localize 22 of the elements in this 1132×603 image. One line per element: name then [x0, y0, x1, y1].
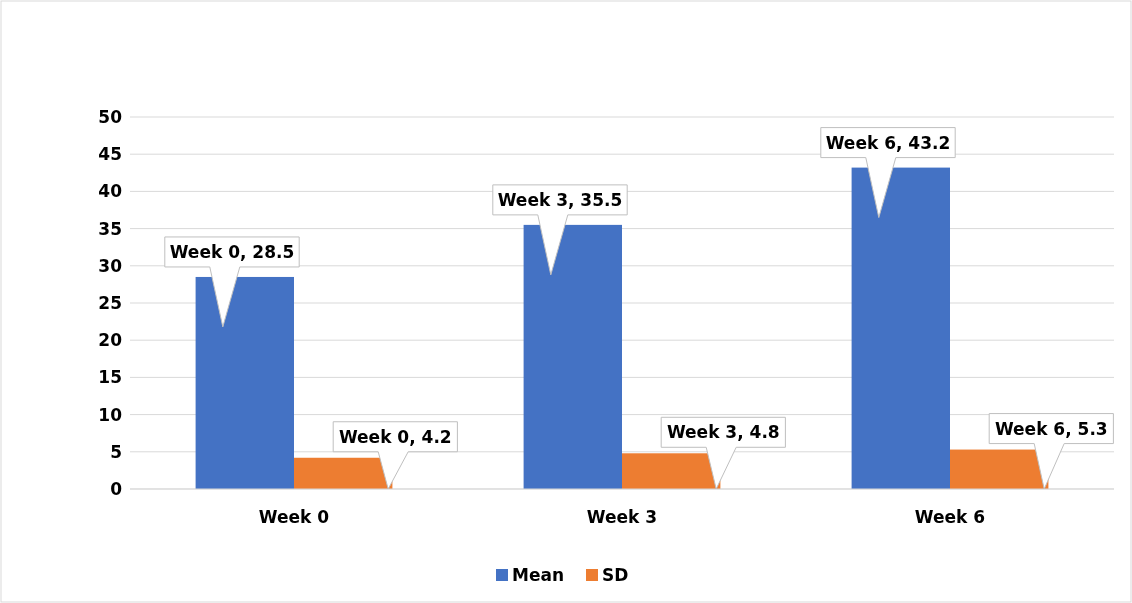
legend-label: SD	[602, 564, 629, 585]
data-label: Week 6, 43.2	[825, 132, 951, 153]
y-tick-label: 20	[98, 330, 123, 351]
y-tick-label: 50	[98, 106, 123, 127]
x-tick-label: Week 6	[914, 507, 986, 527]
y-tick-label: 45	[98, 144, 122, 165]
y-tick-label: 30	[98, 255, 123, 276]
data-label: Week 3, 35.5	[497, 189, 623, 210]
y-tick-label: 40	[98, 181, 123, 202]
legend-label: Mean	[512, 564, 565, 585]
y-tick-label: 5	[110, 441, 122, 462]
x-tick-label: Week 0	[258, 507, 330, 527]
data-label: Week 6, 5.3	[994, 418, 1108, 439]
y-tick-label: 15	[98, 367, 122, 388]
y-tick-label: 25	[98, 292, 122, 313]
y-tick-label: 10	[98, 404, 123, 425]
data-label: Week 0, 28.5	[169, 241, 295, 262]
y-tick-label: 35	[98, 218, 122, 239]
data-label: Week 0, 4.2	[338, 426, 452, 447]
y-tick-label: 0	[110, 478, 123, 499]
x-tick-label: Week 3	[586, 507, 658, 527]
data-label: Week 3, 4.8	[666, 422, 780, 443]
